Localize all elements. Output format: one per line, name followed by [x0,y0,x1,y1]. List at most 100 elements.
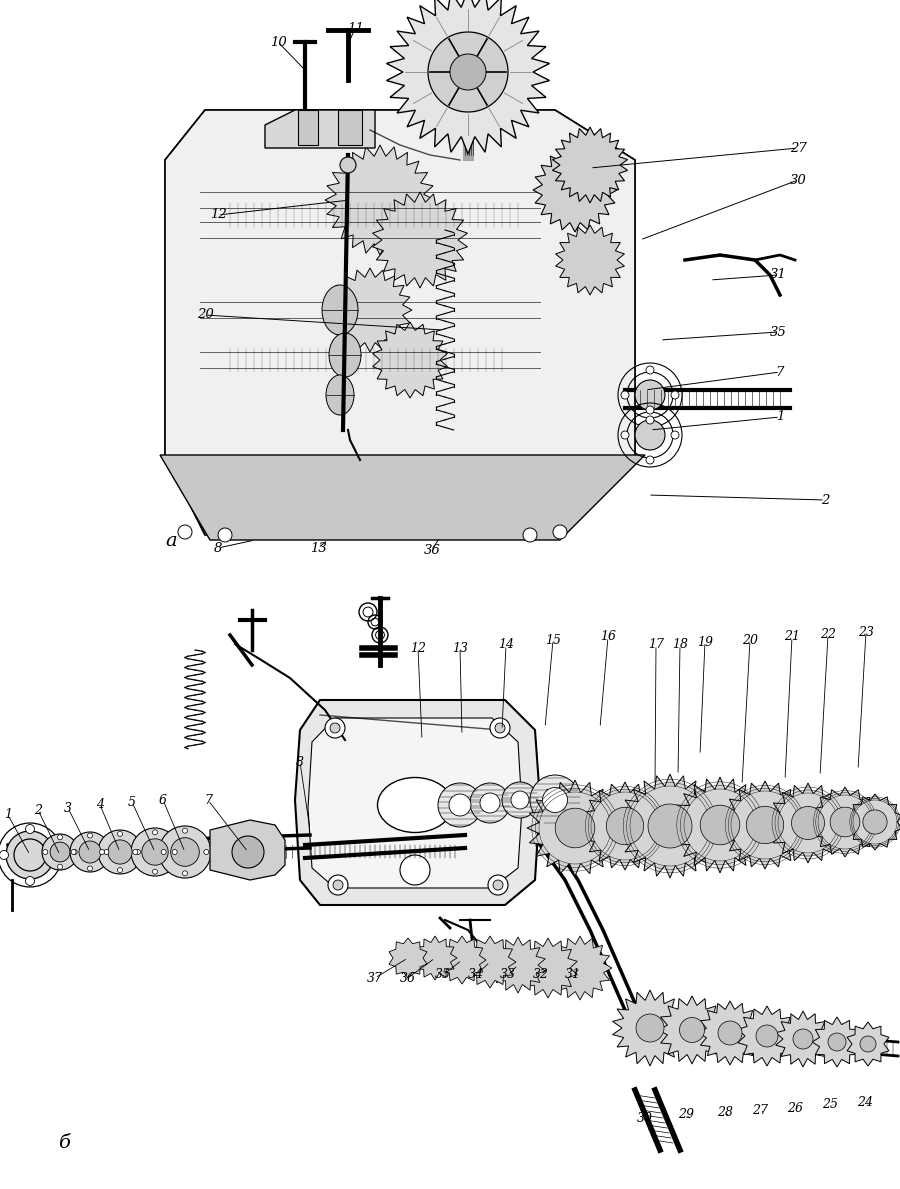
Text: 3: 3 [64,801,72,814]
Text: 13: 13 [310,541,327,554]
Polygon shape [298,111,318,145]
Text: 20: 20 [742,634,758,647]
Circle shape [646,405,654,414]
Text: 31: 31 [770,269,787,282]
Circle shape [493,880,503,891]
Polygon shape [527,780,623,876]
Text: 26: 26 [787,1101,803,1114]
Circle shape [232,836,264,868]
Circle shape [42,833,78,870]
Text: 1: 1 [776,410,784,423]
Circle shape [553,526,567,539]
Text: 4: 4 [96,799,104,812]
Circle shape [636,1014,664,1042]
Text: 17: 17 [648,638,664,652]
Circle shape [14,839,46,872]
Polygon shape [618,774,722,877]
Circle shape [756,1025,778,1048]
Text: 12: 12 [210,208,227,221]
Circle shape [108,839,132,864]
Polygon shape [373,191,467,288]
Text: 35: 35 [770,326,787,339]
Text: 14: 14 [498,638,514,652]
Polygon shape [165,111,635,161]
Polygon shape [386,0,550,155]
Text: 12: 12 [410,642,426,654]
Polygon shape [165,111,205,535]
Circle shape [87,866,93,870]
Text: 11: 11 [346,21,364,34]
Circle shape [746,806,784,844]
Polygon shape [555,111,635,535]
Circle shape [646,366,654,375]
Text: 30: 30 [637,1112,653,1125]
Circle shape [133,849,138,855]
Circle shape [680,1018,705,1043]
Text: 10: 10 [270,36,286,49]
Polygon shape [491,937,545,993]
Circle shape [480,793,500,813]
Circle shape [171,838,199,867]
Circle shape [495,723,505,732]
Circle shape [72,849,77,855]
Circle shape [543,787,568,812]
Text: 31: 31 [565,969,581,981]
Circle shape [488,875,508,895]
Text: 21: 21 [784,630,800,643]
Ellipse shape [329,333,361,377]
Circle shape [142,838,168,866]
Ellipse shape [322,285,358,335]
Circle shape [25,876,34,886]
Circle shape [218,528,232,542]
Text: 8: 8 [296,755,304,768]
Polygon shape [265,111,375,147]
Circle shape [58,864,62,869]
Circle shape [159,826,211,877]
Circle shape [400,855,430,885]
Text: 27: 27 [789,141,806,155]
Circle shape [118,868,122,873]
Text: 25: 25 [822,1099,838,1112]
Polygon shape [776,1011,831,1067]
Text: 5: 5 [128,795,136,809]
Polygon shape [165,111,635,535]
Polygon shape [812,1017,862,1067]
Text: 13: 13 [452,642,468,654]
Circle shape [791,806,824,839]
Polygon shape [847,1023,889,1067]
Circle shape [438,784,482,828]
Circle shape [330,723,340,732]
Circle shape [449,794,471,816]
Circle shape [511,791,529,809]
Text: 7: 7 [204,793,212,806]
Text: 1: 1 [4,809,12,822]
Circle shape [470,784,510,823]
Circle shape [6,831,54,879]
Polygon shape [160,455,645,540]
Text: 36: 36 [400,971,416,984]
Circle shape [183,870,187,876]
Circle shape [325,718,345,738]
Text: 15: 15 [545,634,561,647]
Circle shape [671,391,679,400]
Circle shape [450,54,486,90]
Circle shape [793,1028,813,1049]
Text: 33: 33 [500,969,516,981]
Circle shape [87,833,93,838]
Polygon shape [769,784,848,863]
Polygon shape [810,787,880,857]
Circle shape [79,841,101,863]
Text: 24: 24 [857,1095,873,1108]
Circle shape [42,849,48,855]
Polygon shape [721,781,809,869]
Circle shape [555,809,595,848]
Circle shape [428,32,508,112]
Polygon shape [555,225,625,295]
Circle shape [203,849,209,855]
Circle shape [607,807,644,844]
Circle shape [104,849,109,855]
Text: 23: 23 [858,625,874,638]
Text: 20: 20 [196,308,213,321]
Polygon shape [308,718,522,888]
Circle shape [828,1033,846,1051]
